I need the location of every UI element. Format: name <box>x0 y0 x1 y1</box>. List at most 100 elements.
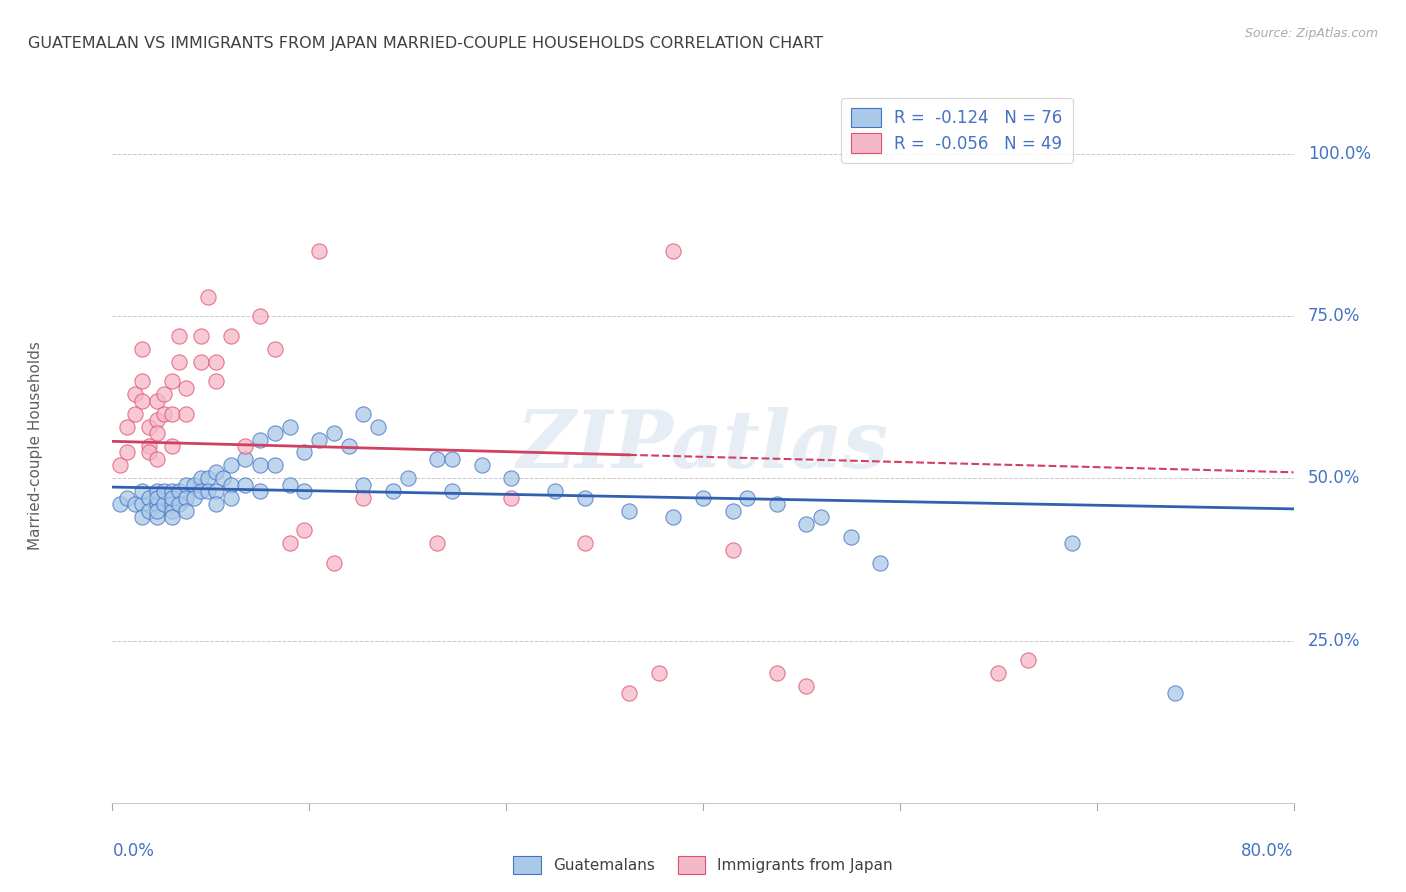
Point <box>249 310 271 324</box>
Point <box>146 504 169 518</box>
Point <box>160 497 183 511</box>
Point <box>153 484 176 499</box>
Point <box>619 504 641 518</box>
Text: ZIPatlas: ZIPatlas <box>517 408 889 484</box>
Point <box>174 491 197 505</box>
Point <box>160 491 183 505</box>
Point <box>737 491 759 505</box>
Point <box>131 497 153 511</box>
Point <box>167 497 190 511</box>
Point <box>160 504 183 518</box>
Point <box>153 497 176 511</box>
Point <box>426 452 449 467</box>
Text: Source: ZipAtlas.com: Source: ZipAtlas.com <box>1244 27 1378 40</box>
Point <box>190 484 212 499</box>
Point <box>396 471 419 485</box>
Point <box>766 497 789 511</box>
Point <box>501 471 523 485</box>
Point <box>197 290 219 304</box>
Point <box>278 536 301 550</box>
Point <box>766 666 789 681</box>
Point <box>721 542 744 557</box>
Point <box>131 342 153 356</box>
Point <box>205 484 228 499</box>
Point <box>352 491 374 505</box>
Point <box>987 666 1010 681</box>
Point <box>233 439 256 453</box>
Point <box>174 504 197 518</box>
Point <box>292 445 315 459</box>
Point <box>574 536 596 550</box>
Point <box>1164 685 1187 699</box>
Point <box>117 491 138 505</box>
Point <box>131 484 153 499</box>
Point <box>367 419 389 434</box>
Point <box>146 393 169 408</box>
Point <box>160 510 183 524</box>
Point <box>839 530 862 544</box>
Point <box>138 504 160 518</box>
Point <box>233 452 256 467</box>
Point <box>264 425 287 440</box>
Point <box>501 491 523 505</box>
Point <box>441 484 464 499</box>
Point <box>131 393 153 408</box>
Point <box>117 445 138 459</box>
Point <box>146 497 169 511</box>
Point <box>426 536 449 550</box>
Point <box>662 244 685 259</box>
Point <box>219 491 242 505</box>
Point <box>138 491 160 505</box>
Point <box>292 484 315 499</box>
Text: 100.0%: 100.0% <box>1308 145 1371 163</box>
Point <box>124 407 146 421</box>
Point <box>308 244 330 259</box>
Point <box>160 374 183 388</box>
Point <box>146 452 169 467</box>
Text: 50.0%: 50.0% <box>1308 469 1360 487</box>
Point <box>441 452 464 467</box>
Point <box>205 497 228 511</box>
Point <box>146 413 169 427</box>
Point <box>544 484 567 499</box>
Point <box>212 471 235 485</box>
Point <box>470 458 494 473</box>
Point <box>382 484 405 499</box>
Point <box>108 497 131 511</box>
Point <box>721 504 744 518</box>
Point <box>138 439 160 453</box>
Point <box>183 491 205 505</box>
Point <box>278 419 301 434</box>
Point <box>292 524 315 538</box>
Point <box>308 433 330 447</box>
Point <box>138 419 160 434</box>
Point <box>1062 536 1084 550</box>
Point <box>264 342 287 356</box>
Point <box>323 425 346 440</box>
Point <box>190 354 212 368</box>
Point <box>138 445 160 459</box>
Point <box>117 419 138 434</box>
Text: 75.0%: 75.0% <box>1308 307 1360 326</box>
Text: 25.0%: 25.0% <box>1308 632 1360 649</box>
Point <box>662 510 685 524</box>
Point <box>219 478 242 492</box>
Point <box>197 471 219 485</box>
Point <box>323 556 346 570</box>
Point <box>205 374 228 388</box>
Point <box>264 458 287 473</box>
Point <box>131 510 153 524</box>
Point <box>174 381 197 395</box>
Point <box>249 484 271 499</box>
Point <box>278 478 301 492</box>
Point <box>160 484 183 499</box>
Point <box>146 484 169 499</box>
Point <box>160 407 183 421</box>
Point <box>352 478 374 492</box>
Point <box>796 516 818 531</box>
Point <box>153 387 176 401</box>
Point <box>619 685 641 699</box>
Point <box>190 471 212 485</box>
Point <box>146 510 169 524</box>
Point <box>160 439 183 453</box>
